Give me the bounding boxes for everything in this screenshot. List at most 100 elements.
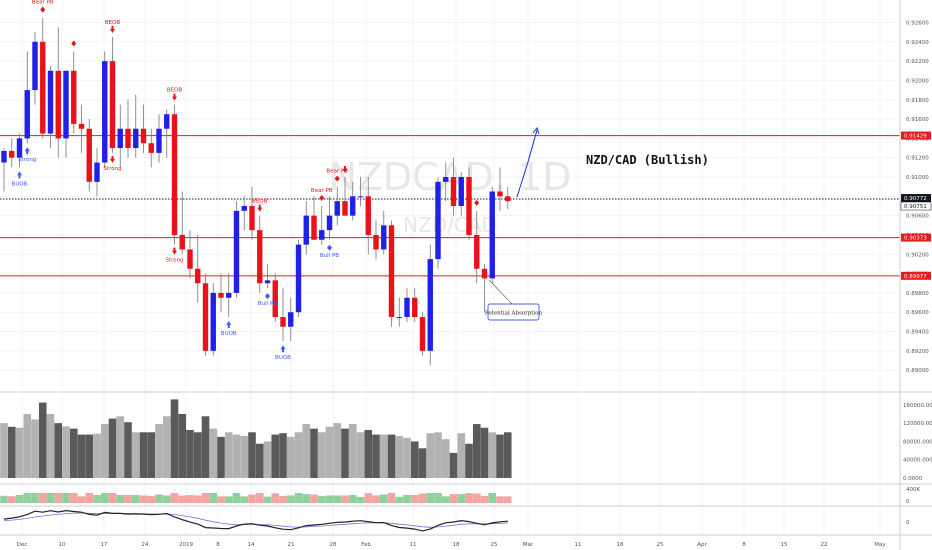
candle-down [218,292,224,298]
volume-bar [403,437,411,478]
date-tick-label: 8 [216,542,220,548]
oscillator-bar [248,494,256,503]
candle-down [9,150,15,158]
oscillator-bar [77,496,86,503]
volume-bar [77,434,86,478]
oscillator-bar [403,494,411,503]
volume-tick-label: 0.0000 [903,476,923,482]
horizontal-lines[interactable] [0,135,900,277]
volume-histogram [0,399,512,478]
volume-bar [224,432,233,478]
oscillator-bar [410,494,419,503]
oscillator-bar [333,495,342,503]
oscillator-bar [503,496,512,503]
candle-up [156,128,162,153]
candle-up [303,215,309,245]
signal-label: Bear PB [311,188,333,194]
candle-down [78,123,85,129]
osc-tick-label: 400K [906,487,920,493]
candle-down [481,268,488,279]
volume-bar [0,423,8,478]
volume-bar [356,432,365,478]
volume-bar [124,422,132,478]
down-arrow-icon [172,247,177,255]
volume-bar [271,434,280,478]
oscillator-bar [240,496,249,503]
price-tick-label: 0.89200 [906,349,929,355]
volume-bar [7,426,16,478]
candle-down [450,177,457,206]
osc-tick-label: 0 [906,499,910,505]
date-tick-label: Apr [697,542,707,548]
candle-up [24,90,30,139]
time-axis[interactable]: Dec 10 17 24 2019 8 14 21 28 Feb 11 18 25 Mar 11 18 25 Ap… [17,542,887,548]
candle-down [195,268,201,284]
price-tick-label: 0.91600 [906,117,929,123]
oscillator-bar [302,494,311,503]
oscillator-bar [449,494,458,503]
oscillator-bar [457,494,466,503]
oscillator-bar [387,493,396,503]
candle-up [326,215,333,231]
projection-arrow-icon[interactable] [516,126,540,198]
oscillator-bar [488,493,497,503]
up-arrow-icon [24,147,30,155]
oscillator-lines [3,509,508,532]
oscillator-bar [116,494,125,503]
oscillator-bar [263,496,272,503]
volume-bar [465,443,473,478]
oscillator-bar [465,493,473,503]
date-tick-label: Mar [523,542,534,548]
oscillator-bar [201,493,210,503]
volume-bar [279,433,287,478]
potential-absorption-callout[interactable]: Potential Absorption [485,279,543,321]
date-tick-label: 24 [142,542,149,548]
oscillator-bar [15,494,24,503]
oscillator-histogram [0,493,512,503]
volume-bar [341,428,349,478]
date-tick-label: 18 [617,542,624,548]
price-tag [901,233,931,242]
candle-down [365,196,371,235]
price-tag-label: 0.91429 [904,134,927,140]
price-tick-label: 0.90600 [906,214,929,220]
volume-bar [333,423,342,478]
oscillator-bar [480,495,489,503]
candle-up [1,150,7,163]
oscillator-bar [232,493,241,503]
volume-bar [93,433,101,478]
oscillator-bar [46,493,55,503]
candle-down [202,283,209,351]
oscillator-bar [317,495,326,503]
candlestick-series [1,17,511,366]
oscillator-bar [310,494,318,503]
candle-down [311,215,317,240]
price-tick-label: 0.91000 [906,175,929,181]
oscillator-bar [496,496,504,503]
volume-bar [496,434,504,478]
down-arrow-icon [172,93,177,101]
volume-bar [232,434,241,478]
volume-bar [139,432,148,478]
volume-bar [426,433,435,478]
oscillator-bar [193,495,202,503]
candle-down [187,249,193,269]
diamond-icon [71,40,77,47]
down-arrow-icon [110,25,115,33]
volume-bar [15,427,24,478]
oscillator-bar [434,493,442,503]
volume-bar [193,432,202,478]
volume-bar [434,432,442,478]
candle-up [94,162,100,182]
price-tag [901,131,931,140]
volume-bar [248,432,256,478]
price-tick-label: 0.92000 [906,78,929,84]
current-price-tag [901,194,931,203]
candle-up [233,210,240,293]
volume-bar [317,432,326,478]
oscillator-bar [186,494,194,503]
diamond-icon [40,6,46,13]
down-arrow-icon [342,166,348,174]
signal-label: BUOB [275,355,291,361]
diamond-icon [334,175,340,182]
